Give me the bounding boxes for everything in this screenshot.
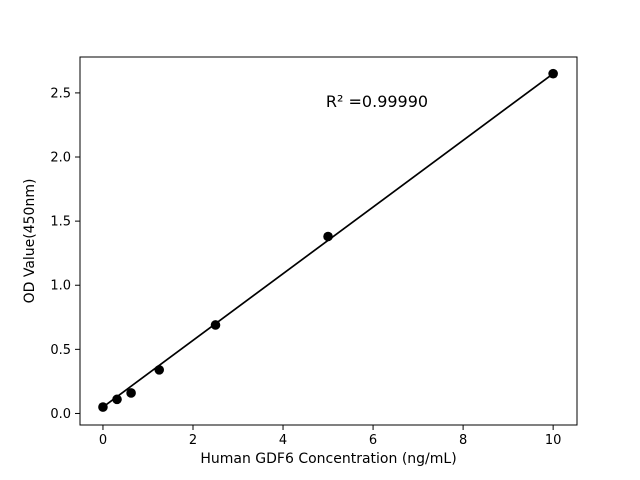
r-squared-annotation: R² =0.99990 [326,92,428,111]
data-point [323,231,333,242]
y-tick-label: 0.0 [50,407,71,422]
data-point [154,365,165,375]
plot-area [79,56,578,426]
x-tick-label: 4 [279,433,287,448]
data-points-group [98,68,558,412]
data-point [112,394,122,405]
data-point [548,68,558,79]
y-tick-label: 2.0 [50,151,71,166]
y-axis-ticks: 0.0 0.5 1.0 1.5 2.0 2.5 [50,86,80,422]
y-tick-label: 1.0 [50,279,71,294]
data-point [210,320,221,330]
x-tick-label: 2 [189,433,197,448]
y-tick-label: 2.5 [50,86,71,101]
x-axis-label: Human GDF6 Concentration (ng/mL) [200,451,456,467]
data-point [126,388,136,398]
x-tick-label: 6 [369,433,377,448]
y-tick-label: 1.5 [50,215,71,230]
y-axis-label: OD Value(450nm) [22,179,38,304]
y-tick-label: 0.5 [50,343,71,358]
x-tick-label: 0 [99,433,107,448]
x-tick-label: 8 [459,433,467,448]
x-axis-ticks: 0 2 4 6 8 10 [99,425,562,448]
data-point [98,402,108,412]
x-tick-label: 10 [545,433,562,448]
